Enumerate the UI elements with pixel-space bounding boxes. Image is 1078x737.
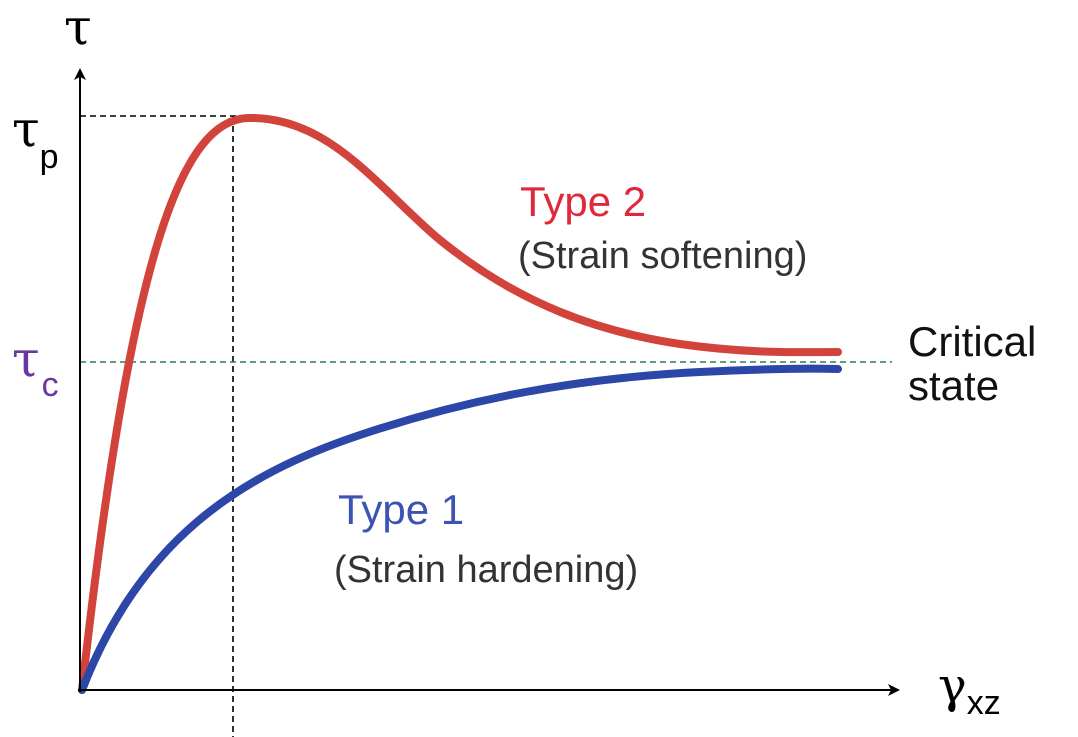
y-tick-tau-c: τc [12, 330, 59, 404]
type-2-strain-softening-curve [78, 113, 842, 694]
critical-state-label: Critical state [908, 318, 1048, 409]
type-1-strain-hardening-curve [78, 364, 842, 694]
critical-state-label-line-1: Critical [908, 318, 1036, 365]
x-axis-label-main: γ [938, 658, 967, 714]
type-2-label: Type 2 [520, 178, 646, 225]
type-2-subtitle: (Strain softening) [518, 235, 807, 277]
y-axis-label: τ [64, 0, 92, 56]
y-tick-tau-p-main: τ [12, 100, 40, 158]
y-tick-tau-p: τp [12, 100, 59, 176]
type-1-label: Type 1 [338, 486, 464, 533]
y-tick-tau-c-subscript: c [42, 366, 59, 404]
y-tick-tau-c-main: τ [12, 330, 40, 388]
x-axis-label-subscript: xz [967, 684, 1001, 722]
type-1-subtitle: (Strain hardening) [334, 549, 638, 591]
x-axis-label: γxz [938, 658, 1001, 722]
critical-state-label-line-2: state [908, 362, 999, 409]
y-tick-tau-p-subscript: p [40, 138, 59, 176]
